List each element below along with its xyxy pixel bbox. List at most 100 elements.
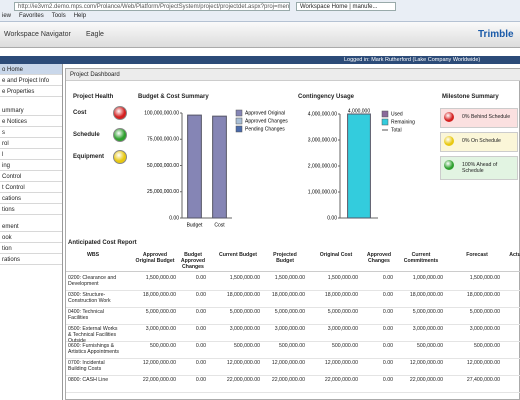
value-cell: 1,500,000.00 [229, 275, 260, 281]
column-header: Budget Approved Changes [180, 252, 206, 270]
value-cell: 3,000,000.00 [412, 326, 443, 332]
y-tick-label: 0.00 [169, 215, 179, 221]
menu-item[interactable]: Tools [51, 13, 66, 19]
column-header: Original Cost [319, 252, 353, 258]
user-bar [0, 56, 520, 64]
nav-item[interactable]: tions [0, 204, 62, 215]
value-cell: 0.00 [382, 360, 393, 366]
nav-item[interactable]: ummary [0, 105, 62, 116]
nav-item[interactable]: e Notices [0, 116, 62, 127]
value-cell: 5,000,000.00 [274, 309, 305, 315]
nav-item[interactable]: tion [0, 243, 62, 254]
value-cell: 12,000,000.00 [226, 360, 260, 366]
value-cell: 12,000,000.00 [142, 360, 176, 366]
value-cell: 1, [500, 275, 520, 281]
navigator[interactable]: Workspace Navigator [4, 31, 71, 38]
value-cell: 0.00 [195, 343, 206, 349]
value-label: 4,000,000 [348, 108, 370, 114]
menu-item[interactable]: Help [73, 13, 87, 19]
value-cell: 500,000.00 [279, 343, 305, 349]
y-tick-label: 25,000,000.00 [147, 189, 179, 195]
value-cell: 18,000,000.00 [226, 292, 260, 298]
nav-item[interactable]: l [0, 149, 62, 160]
value-cell: 3, [500, 326, 520, 332]
row-rule [66, 341, 520, 342]
value-cell: 500,000.00 [332, 343, 358, 349]
column-header: WBS [86, 252, 100, 258]
nav-item[interactable]: e Properties [0, 86, 62, 97]
y-tick-label: 50,000,000.00 [147, 163, 179, 169]
value-cell: 1,500,000.00 [145, 275, 176, 281]
legend-swatch [235, 117, 243, 125]
nav-item[interactable]: ing [0, 160, 62, 171]
column-header: Actu [509, 252, 520, 258]
brand: Trimble [478, 29, 514, 40]
legend-label: Approved Changes [245, 118, 288, 124]
menu-bar: iew Favorites Tools Help [2, 13, 94, 19]
panel-title: Project Dashboard [66, 69, 520, 81]
logged-in: Logged in: Mark Rutherford (Lake Company… [344, 57, 481, 63]
nav-item[interactable]: o Home [0, 64, 62, 75]
nav-item[interactable]: s [0, 127, 62, 138]
row-rule [66, 290, 520, 291]
value-cell: 500,000.00 [417, 343, 443, 349]
browser-tab[interactable]: Workspace Home | manufe... [296, 2, 396, 11]
nav-item[interactable]: e and Project Info [0, 75, 62, 86]
section-title: Contingency Usage [298, 94, 355, 100]
milestone-light [444, 112, 454, 122]
section-title: Project Health [73, 94, 114, 100]
value-cell: 5, [500, 309, 520, 315]
row-rule [66, 392, 520, 393]
y-tick-label: 100,000,000.00 [144, 110, 179, 116]
milestone-box [440, 132, 518, 152]
nav-item[interactable]: rations [0, 254, 62, 265]
address-bar[interactable]: http://ie3vm2.demo.mps.com/Prolance/Web/… [14, 2, 290, 11]
value-cell: 22,000,000.00 [226, 377, 260, 383]
value-cell: 18,000,000.00 [142, 292, 176, 298]
menu-item[interactable]: iew [2, 13, 12, 19]
project-name[interactable]: Eagle [86, 31, 104, 38]
wbs-cell: 0700: Incidental Building Costs [68, 360, 105, 372]
legend-label: Remaining [391, 119, 415, 125]
y-tick-label: 2,000,000.00 [308, 163, 337, 169]
value-cell: 18, [500, 292, 520, 298]
y-tick-label: 4,000,000.00 [308, 111, 337, 117]
legend-label: Total [391, 127, 402, 133]
value-cell: 5,000,000.00 [469, 309, 500, 315]
value-cell: 1,500,000.00 [274, 275, 305, 281]
legend-swatch [381, 118, 389, 126]
nav-item[interactable]: t Control [0, 182, 62, 193]
health-label: Cost [73, 110, 87, 116]
nav-item[interactable]: Control [0, 171, 62, 182]
value-cell: 5 [500, 343, 520, 349]
legend-label: Used [391, 111, 403, 117]
value-cell: 12,000,000.00 [409, 360, 443, 366]
wbs-cell: 0200: Clearance and Development [68, 275, 117, 287]
wbs-cell: 0500: External Works & Technical Facilit… [68, 326, 118, 344]
nav-item[interactable]: cations [0, 193, 62, 204]
value-cell: 12,000,000.00 [324, 360, 358, 366]
value-cell: 3,000,000.00 [145, 326, 176, 332]
milestone-label: 0% On Schedule [462, 138, 501, 144]
menu-item[interactable]: Favorites [19, 13, 44, 19]
nav-item[interactable]: ook [0, 232, 62, 243]
value-cell: 500,000.00 [150, 343, 176, 349]
milestone-label: 0% Behind Schedule [462, 114, 511, 120]
value-cell: 5,000,000.00 [229, 309, 260, 315]
column-header: Approved Changes [366, 252, 392, 264]
value-cell: 18,000,000.00 [324, 292, 358, 298]
value-cell: 1,500,000.00 [469, 275, 500, 281]
milestone-box [440, 156, 518, 180]
health-light [113, 106, 127, 120]
milestone-light [444, 160, 454, 170]
nav-item[interactable]: ement [0, 221, 62, 232]
table-title: Anticipated Cost Report [68, 240, 137, 246]
value-cell: 12,000,000.00 [466, 360, 500, 366]
value-cell: 1,000,000.00 [412, 275, 443, 281]
value-cell: 22,000,000.00 [271, 377, 305, 383]
row-rule [66, 324, 520, 325]
legend-label: Approved Original [245, 110, 285, 116]
value-cell: 0.00 [382, 275, 393, 281]
nav-item[interactable]: rol [0, 138, 62, 149]
